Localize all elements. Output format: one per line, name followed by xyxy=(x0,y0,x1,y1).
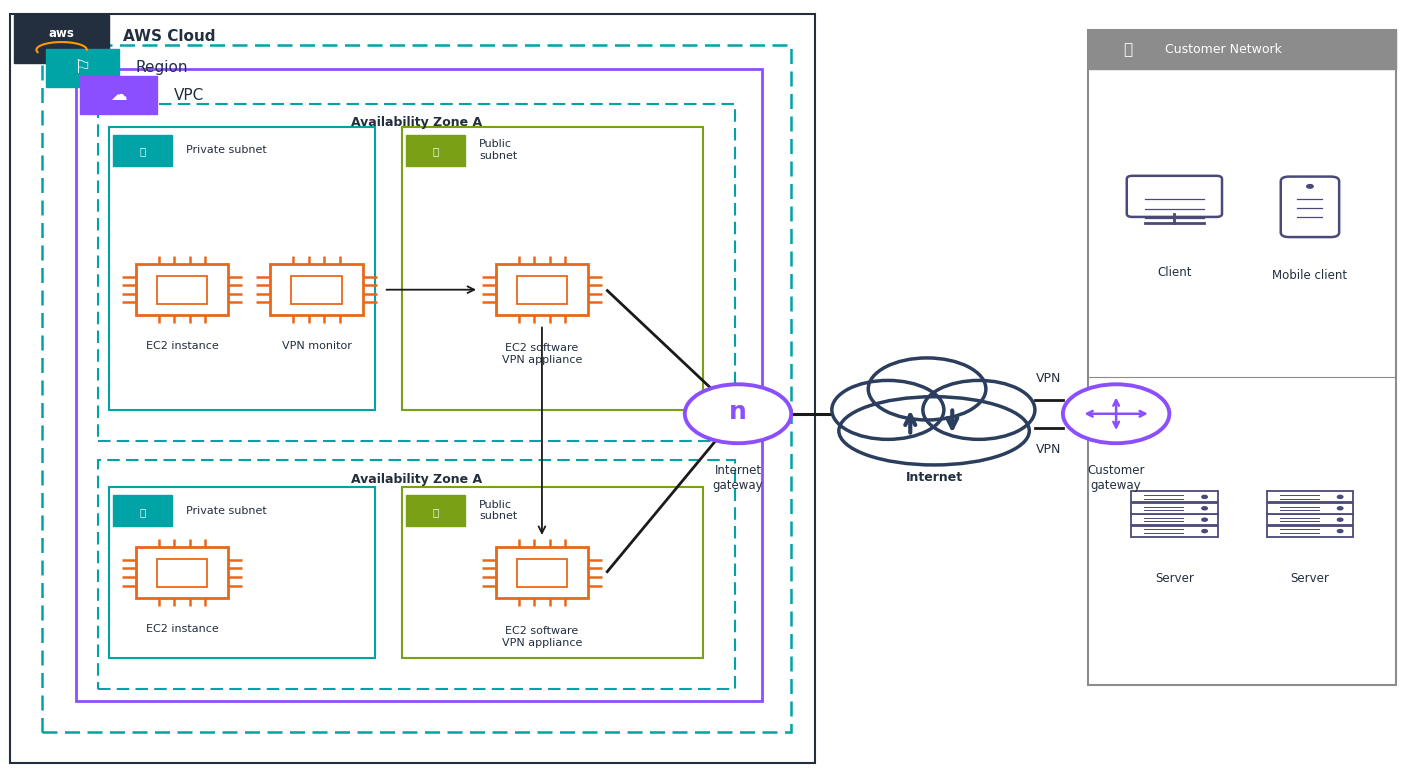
Circle shape xyxy=(685,384,792,444)
Bar xyxy=(291,276,342,304)
Bar xyxy=(496,264,588,316)
Bar xyxy=(1267,503,1353,514)
Text: VPC: VPC xyxy=(173,87,204,102)
Circle shape xyxy=(1202,495,1208,498)
Ellipse shape xyxy=(869,358,986,420)
Bar xyxy=(270,264,363,316)
Text: aws: aws xyxy=(49,27,75,40)
Bar xyxy=(46,49,120,87)
Text: Availability Zone A: Availability Zone A xyxy=(352,116,482,130)
Bar xyxy=(156,558,208,587)
Text: Internet
gateway: Internet gateway xyxy=(713,464,763,492)
Circle shape xyxy=(1202,530,1208,533)
Text: 🏛: 🏛 xyxy=(1123,42,1132,57)
Circle shape xyxy=(1337,495,1343,498)
FancyBboxPatch shape xyxy=(1281,177,1339,237)
Bar xyxy=(1088,30,1396,69)
Text: Availability Zone A: Availability Zone A xyxy=(352,473,482,487)
Bar xyxy=(1132,514,1218,525)
Text: Public
subnet: Public subnet xyxy=(479,139,517,161)
Bar xyxy=(98,460,735,689)
Text: VPN: VPN xyxy=(1036,443,1062,456)
Bar xyxy=(110,127,375,410)
Text: Customer
gateway: Customer gateway xyxy=(1087,464,1144,492)
Bar xyxy=(98,104,735,441)
Text: 🔒: 🔒 xyxy=(139,147,146,157)
Bar xyxy=(80,77,157,114)
Text: n: n xyxy=(730,400,747,424)
Text: Customer Network: Customer Network xyxy=(1166,43,1282,55)
Bar xyxy=(14,15,110,63)
Circle shape xyxy=(1337,507,1343,510)
Text: EC2 software
VPN appliance: EC2 software VPN appliance xyxy=(502,344,582,365)
Bar xyxy=(1267,526,1353,537)
Text: Region: Region xyxy=(136,60,188,76)
Circle shape xyxy=(1337,530,1343,533)
Ellipse shape xyxy=(922,380,1035,440)
Text: Server: Server xyxy=(1154,572,1194,585)
Bar xyxy=(402,487,703,658)
Bar xyxy=(1267,514,1353,525)
Text: 🔒: 🔒 xyxy=(433,507,439,517)
Text: EC2 software
VPN appliance: EC2 software VPN appliance xyxy=(502,626,582,648)
Bar xyxy=(1132,503,1218,514)
Bar xyxy=(1132,491,1218,502)
Circle shape xyxy=(1063,384,1170,444)
Bar xyxy=(76,69,762,701)
Bar xyxy=(114,495,172,526)
Bar xyxy=(496,547,588,598)
Circle shape xyxy=(1202,507,1208,510)
Text: ⚐: ⚐ xyxy=(75,59,91,77)
Text: EC2 instance: EC2 instance xyxy=(146,341,218,351)
Text: Public
subnet: Public subnet xyxy=(479,500,517,522)
Text: Internet: Internet xyxy=(905,471,963,484)
Text: Private subnet: Private subnet xyxy=(186,145,267,155)
Bar xyxy=(516,558,568,587)
Bar xyxy=(402,127,703,410)
Bar xyxy=(136,547,228,598)
Text: Mobile client: Mobile client xyxy=(1272,269,1347,282)
Text: AWS Cloud: AWS Cloud xyxy=(124,30,215,45)
Text: Client: Client xyxy=(1157,266,1192,280)
Ellipse shape xyxy=(839,397,1029,465)
Text: Server: Server xyxy=(1291,572,1330,585)
Circle shape xyxy=(1306,184,1313,188)
Bar xyxy=(1132,526,1218,537)
Text: Private subnet: Private subnet xyxy=(186,505,267,515)
Bar xyxy=(110,487,375,658)
Bar xyxy=(114,134,172,166)
Ellipse shape xyxy=(832,380,943,440)
Text: VPN: VPN xyxy=(1036,372,1062,384)
Bar xyxy=(1267,491,1353,502)
Text: EC2 instance: EC2 instance xyxy=(146,624,218,634)
Text: 🔒: 🔒 xyxy=(139,507,146,517)
Text: ☁: ☁ xyxy=(110,86,127,104)
Circle shape xyxy=(1337,518,1343,521)
Bar xyxy=(516,276,568,304)
Bar xyxy=(406,495,465,526)
Bar xyxy=(406,134,465,166)
Bar xyxy=(10,14,815,763)
Text: 🔒: 🔒 xyxy=(433,147,439,157)
Bar xyxy=(1088,30,1396,685)
Bar xyxy=(156,276,208,304)
Bar xyxy=(136,264,228,316)
Bar xyxy=(42,45,792,732)
Circle shape xyxy=(1202,518,1208,521)
Text: VPN monitor: VPN monitor xyxy=(281,341,352,351)
FancyBboxPatch shape xyxy=(1126,176,1222,217)
